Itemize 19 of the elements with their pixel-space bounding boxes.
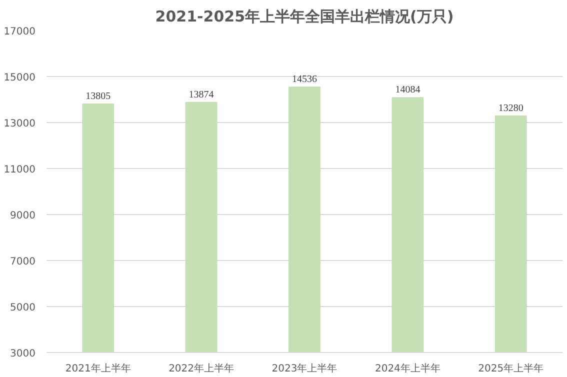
y-tick-label: 15000 <box>4 72 36 84</box>
y-tick-label: 17000 <box>4 26 36 38</box>
chart-title: 2021-2025年上半年全国羊出栏情况(万只) <box>155 8 454 26</box>
data-label: 14084 <box>395 84 420 96</box>
x-tick-label: 2024年上半年 <box>374 362 440 374</box>
y-tick-label: 5000 <box>10 302 36 314</box>
y-tick-label: 3000 <box>10 348 36 360</box>
x-tick-label: 2022年上半年 <box>168 362 234 374</box>
x-tick-label: 2023年上半年 <box>272 362 338 374</box>
data-label: 13805 <box>86 90 111 102</box>
y-tick-label: 7000 <box>10 256 36 268</box>
x-tick-label: 2025年上半年 <box>478 362 544 374</box>
data-label: 13280 <box>498 103 524 114</box>
y-tick-label: 11000 <box>4 164 36 176</box>
y-tick-label: 9000 <box>10 210 36 222</box>
y-tick-label: 13000 <box>4 118 36 130</box>
x-tick-label: 2021年上半年 <box>65 362 131 374</box>
data-label: 14536 <box>292 74 317 86</box>
data-label: 13874 <box>188 89 214 100</box>
